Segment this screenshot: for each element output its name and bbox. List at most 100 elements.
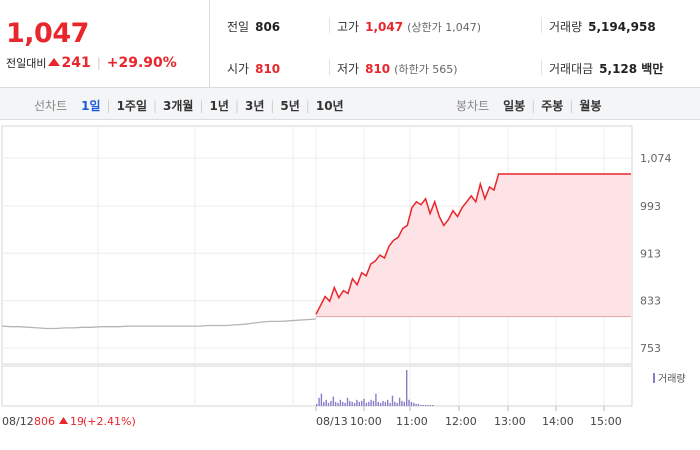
volume-bar — [339, 399, 342, 406]
volume-bar — [427, 405, 429, 406]
price-chart[interactable]: 1,074 993 913 833 753 거래량 08/13 10:00 11:00 12:00… — [0, 120, 700, 450]
tab-divider: | — [199, 98, 204, 113]
x-tick-label: 08/12 — [2, 415, 34, 428]
volume-bar — [370, 399, 372, 406]
volume-bar — [353, 402, 356, 406]
candle-period-tab[interactable]: 일봉 — [503, 99, 526, 113]
volume-bar — [413, 402, 415, 406]
price-box: 1,047 전일대비 241 | +29.90% — [0, 0, 210, 88]
prev-day-close: 806 — [34, 415, 55, 428]
volume-bar — [408, 399, 410, 406]
volume-bar — [356, 399, 358, 406]
volume-bar — [387, 399, 389, 406]
candle-chart-tabs: 봉차트 일봉 | 주봉 | 월봉 — [456, 97, 602, 114]
volume-bar — [398, 397, 401, 406]
up-arrow-icon — [59, 417, 68, 424]
divider — [329, 59, 330, 75]
prev-close-label: 전일 — [227, 20, 250, 34]
volume-bar — [401, 400, 403, 406]
line-period-tab[interactable]: 3년 — [244, 99, 265, 113]
low-label: 저가 — [337, 62, 360, 76]
volume-bar — [372, 400, 375, 406]
volume-bar — [323, 401, 325, 406]
y-tick-label: 913 — [640, 247, 661, 260]
line-period-tab[interactable]: 1년 — [209, 99, 229, 113]
candle-period-tab[interactable]: 주봉 — [541, 99, 564, 113]
today-area-fill — [316, 174, 631, 317]
volume-bar — [429, 405, 431, 406]
quote-info: 전일 806 고가 1,047 (상한가 1,047) 거래량 5,194,958 시가… — [211, 0, 700, 88]
line-period-tab[interactable]: 10년 — [315, 99, 344, 113]
volume-bar — [337, 402, 339, 406]
tab-divider: | — [234, 98, 239, 113]
volume-plot-frame — [1, 365, 633, 407]
y-tick-label: 833 — [640, 295, 661, 308]
volume-bar — [365, 402, 368, 406]
volume-label: 거래량 — [549, 20, 583, 34]
volume-bar — [410, 401, 413, 406]
x-tick-label: 13:00 — [494, 415, 526, 428]
volume-bar — [391, 395, 394, 406]
volume-bar — [361, 400, 363, 406]
change-row: 전일대비 241 | +29.90% — [6, 55, 177, 71]
volume-bar — [316, 403, 318, 406]
turnover-label: 거래대금 — [549, 62, 594, 76]
price-plot-frame — [1, 125, 633, 365]
volume-bar — [346, 397, 349, 406]
volume-bar — [342, 401, 344, 406]
y-tick-label: 993 — [640, 200, 661, 213]
tab-divider: | — [305, 98, 310, 113]
open-value: 810 — [255, 62, 281, 76]
high-cell: 고가 1,047 (상한가 1,047) — [337, 18, 481, 35]
volume-bar — [344, 402, 346, 406]
line-period-tab[interactable]: 1주일 — [116, 99, 147, 113]
volume-bar — [351, 401, 353, 406]
volume-legend-label: 거래량 — [658, 373, 686, 385]
x-tick-label: 08/13 — [316, 415, 348, 428]
low-value: 810 — [365, 62, 391, 76]
volume-bar — [382, 400, 384, 406]
volume-bar — [403, 401, 405, 406]
line-chart-label: 선차트 — [34, 99, 68, 113]
line-chart-tabs: 선차트 1일 | 1주일 | 3개월 | 1년 | 3년 | 5년 | 10년 — [34, 97, 344, 114]
prev-close-value: 806 — [255, 20, 281, 34]
volume-bar — [394, 401, 396, 406]
divider — [541, 59, 542, 75]
upper-limit: (상한가 1,047) — [407, 21, 481, 34]
volume-cell: 거래량 5,194,958 — [549, 18, 656, 35]
change-label: 전일대비 — [6, 57, 47, 70]
volume-legend-swatch — [653, 373, 655, 383]
change-percent: +29.90% — [106, 55, 177, 71]
volume-bar — [415, 403, 417, 406]
line-period-tab[interactable]: 3개월 — [163, 99, 194, 113]
lower-limit: (하한가 565) — [394, 63, 458, 76]
volume-bar — [327, 402, 330, 406]
volume-bar — [318, 397, 320, 406]
volume-bar — [396, 402, 398, 406]
volume-bar — [358, 401, 360, 406]
line-period-tab[interactable]: 5년 — [280, 99, 300, 113]
volume-bar — [424, 405, 427, 406]
volume-bar — [379, 402, 382, 406]
prev-day-line — [1, 318, 317, 330]
tab-divider: | — [270, 98, 275, 113]
line-period-tab[interactable]: 1일 — [81, 99, 101, 113]
current-price: 1,047 — [6, 18, 89, 49]
candle-period-tab[interactable]: 월봉 — [579, 99, 602, 113]
open-cell: 시가 810 — [227, 60, 280, 77]
change-value: 241 — [61, 55, 91, 71]
turnover-value: 5,128 백만 — [599, 62, 664, 76]
volume-bar — [377, 401, 379, 406]
volume-bar — [349, 400, 351, 406]
turnover-cell: 거래대금 5,128 백만 — [549, 60, 663, 77]
volume-bar — [417, 403, 420, 406]
x-tick-label: 14:00 — [542, 415, 574, 428]
volume-bar — [389, 402, 391, 406]
today-price-line — [315, 173, 631, 315]
prev-day-change: 19 — [70, 415, 84, 428]
x-tick-label: 12:00 — [445, 415, 477, 428]
volume-bar — [334, 401, 337, 406]
tab-divider: | — [106, 98, 111, 113]
prev-day-change-percent: (+2.41%) — [83, 415, 136, 428]
volume-value: 5,194,958 — [588, 20, 656, 34]
